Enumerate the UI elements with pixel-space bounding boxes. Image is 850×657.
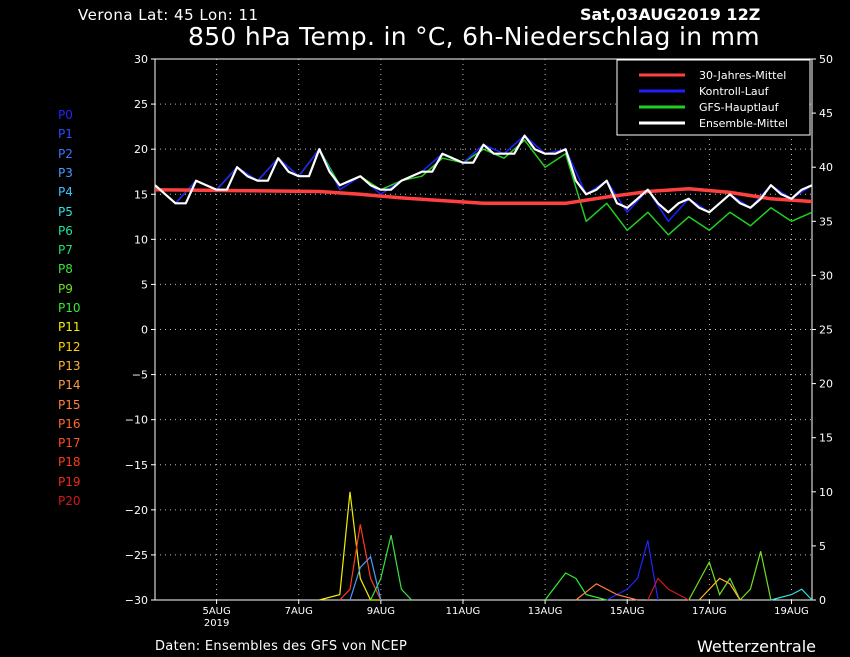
x-tick-sublabel: 2019 [204, 618, 229, 629]
y-right-tick-label: 35 [819, 215, 833, 228]
run-datetime: Sat,03AUG2019 12Z [580, 5, 761, 24]
member-label: P8 [58, 262, 73, 277]
member-label: P6 [58, 223, 73, 238]
x-tick-label: 5AUG [202, 606, 230, 617]
x-tick-label: 15AUG [610, 606, 645, 617]
precip-line-p15 [575, 583, 638, 601]
x-tick-label: 13AUG [528, 606, 563, 617]
member-label: P18 [58, 455, 81, 470]
y-right-tick-label: 10 [819, 486, 833, 499]
member-label: P12 [58, 339, 81, 354]
member-label: P20 [58, 494, 81, 508]
series-line-ensemble-mittel [154, 134, 813, 214]
y-left-tick-label: −25 [125, 549, 148, 562]
series-line-30-jahres-mittel [154, 187, 813, 206]
member-label: P11 [58, 320, 81, 335]
y-left-tick-label: −20 [125, 504, 148, 517]
precip-line-p13 [698, 577, 741, 601]
member-label: P19 [58, 474, 81, 489]
member-label: P16 [58, 416, 81, 431]
y-left-tick-label: 30 [134, 53, 148, 66]
precip-line-p11 [319, 491, 381, 601]
member-label: P15 [58, 397, 81, 412]
y-right-tick-label: 25 [819, 324, 833, 337]
member-label: P3 [58, 165, 73, 180]
y-left-tick-label: 10 [134, 233, 148, 246]
precip-line-p18 [339, 524, 382, 601]
member-label: P1 [58, 127, 73, 142]
y-right-tick-label: 30 [819, 269, 833, 282]
member-label: P2 [58, 146, 73, 161]
member-label: P10 [58, 301, 81, 315]
member-label: P9 [58, 281, 73, 296]
precip-line-p20 [647, 577, 690, 601]
x-tick-label: 17AUG [692, 606, 727, 617]
y-left-tick-label: −15 [125, 459, 148, 472]
grid [155, 59, 812, 600]
y-left-tick-label: 0 [141, 324, 148, 337]
legend-label: Kontroll-Lauf [699, 85, 770, 98]
y-left-tick-label: 20 [134, 143, 148, 156]
y-left-tick-label: 25 [134, 98, 148, 111]
x-tick-label: 7AUG [285, 606, 313, 617]
legend-label: Ensemble-Mittel [699, 117, 788, 130]
member-label: P14 [58, 378, 81, 393]
member-label: P13 [58, 358, 81, 373]
y-right-tick-label: 5 [819, 540, 826, 553]
y-right-tick-label: 50 [819, 53, 833, 66]
y-left-tick-label: −5 [132, 369, 148, 382]
member-label: P7 [58, 243, 73, 258]
brand-label: Wetterzentrale [697, 637, 817, 656]
y-left-tick-label: 15 [134, 188, 148, 201]
series-line-gfs-hauptlauf [154, 139, 813, 236]
legend: 30-Jahres-Mittel Kontroll-Lauf GFS-Hauptla… [616, 59, 811, 136]
y-left-tick-label: −30 [125, 594, 148, 607]
member-label: P4 [58, 185, 73, 200]
location-label: Verona Lat: 45 Lon: 11 [78, 6, 259, 24]
precip-traces [319, 491, 813, 602]
plot-frame [154, 58, 813, 601]
member-label: P17 [58, 436, 81, 451]
chart-title: 850 hPa Temp. in °C, 6h-Niederschlag in … [188, 22, 760, 51]
precip-line-p3 [349, 555, 382, 601]
y-right-tick-label: 45 [819, 107, 833, 120]
x-tick-label: 19AUG [774, 606, 809, 617]
precip-line-p0 [606, 540, 659, 601]
member-label: P0 [58, 108, 73, 122]
member-label: P5 [58, 204, 73, 219]
data-source: Daten: Ensembles des GFS von NCEP [155, 639, 408, 654]
temperature-series [154, 134, 813, 236]
y-right-tick-label: 40 [819, 161, 833, 174]
precip-line-p9 [688, 551, 772, 602]
x-tick-label: 11AUG [446, 606, 481, 617]
y-left-tick-label: −10 [125, 414, 148, 427]
y-right-tick-label: 20 [819, 378, 833, 391]
legend-label: GFS-Hauptlauf [699, 101, 780, 114]
y-left-tick-label: 5 [141, 278, 148, 291]
x-tick-label: 9AUG [367, 606, 395, 617]
legend-label: 30-Jahres-Mittel [699, 69, 786, 82]
y-right-tick-label: 15 [819, 432, 833, 445]
precip-line-p10 [544, 572, 607, 601]
precip-line-p5 [770, 588, 813, 601]
y-right-tick-label: 0 [819, 594, 826, 607]
